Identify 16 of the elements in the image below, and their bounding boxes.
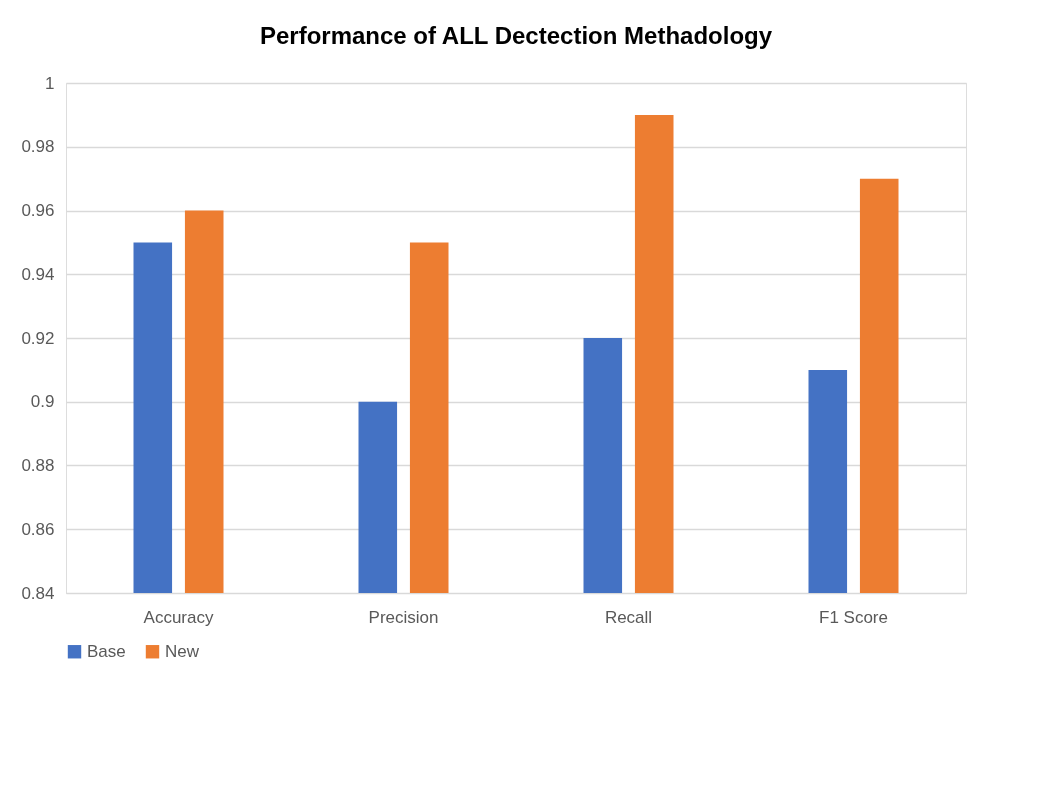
y-tick-label: 0.86 [21, 519, 55, 539]
y-tick-label: 0.94 [21, 264, 55, 284]
y-tick-label: 0.84 [21, 583, 55, 603]
legend-label: Base [87, 641, 126, 661]
y-tick-label: 0.9 [30, 392, 55, 412]
chart-title: Performance of ALL Dectection Methadology [259, 22, 773, 49]
y-tick-label: 0.96 [21, 201, 55, 220]
x-tick-label: F1 Score [819, 607, 888, 627]
x-tick-label: Accuracy [143, 607, 214, 627]
x-tick-label: Precision [368, 607, 439, 627]
x-tick-label: Recall [604, 607, 653, 627]
y-tick-label: 1 [45, 73, 55, 93]
y-tick-label: 0.98 [21, 137, 55, 157]
y-tick-label: 0.92 [21, 328, 55, 348]
y-tick-label: 0.88 [21, 456, 55, 475]
legend-label: New [165, 641, 200, 661]
